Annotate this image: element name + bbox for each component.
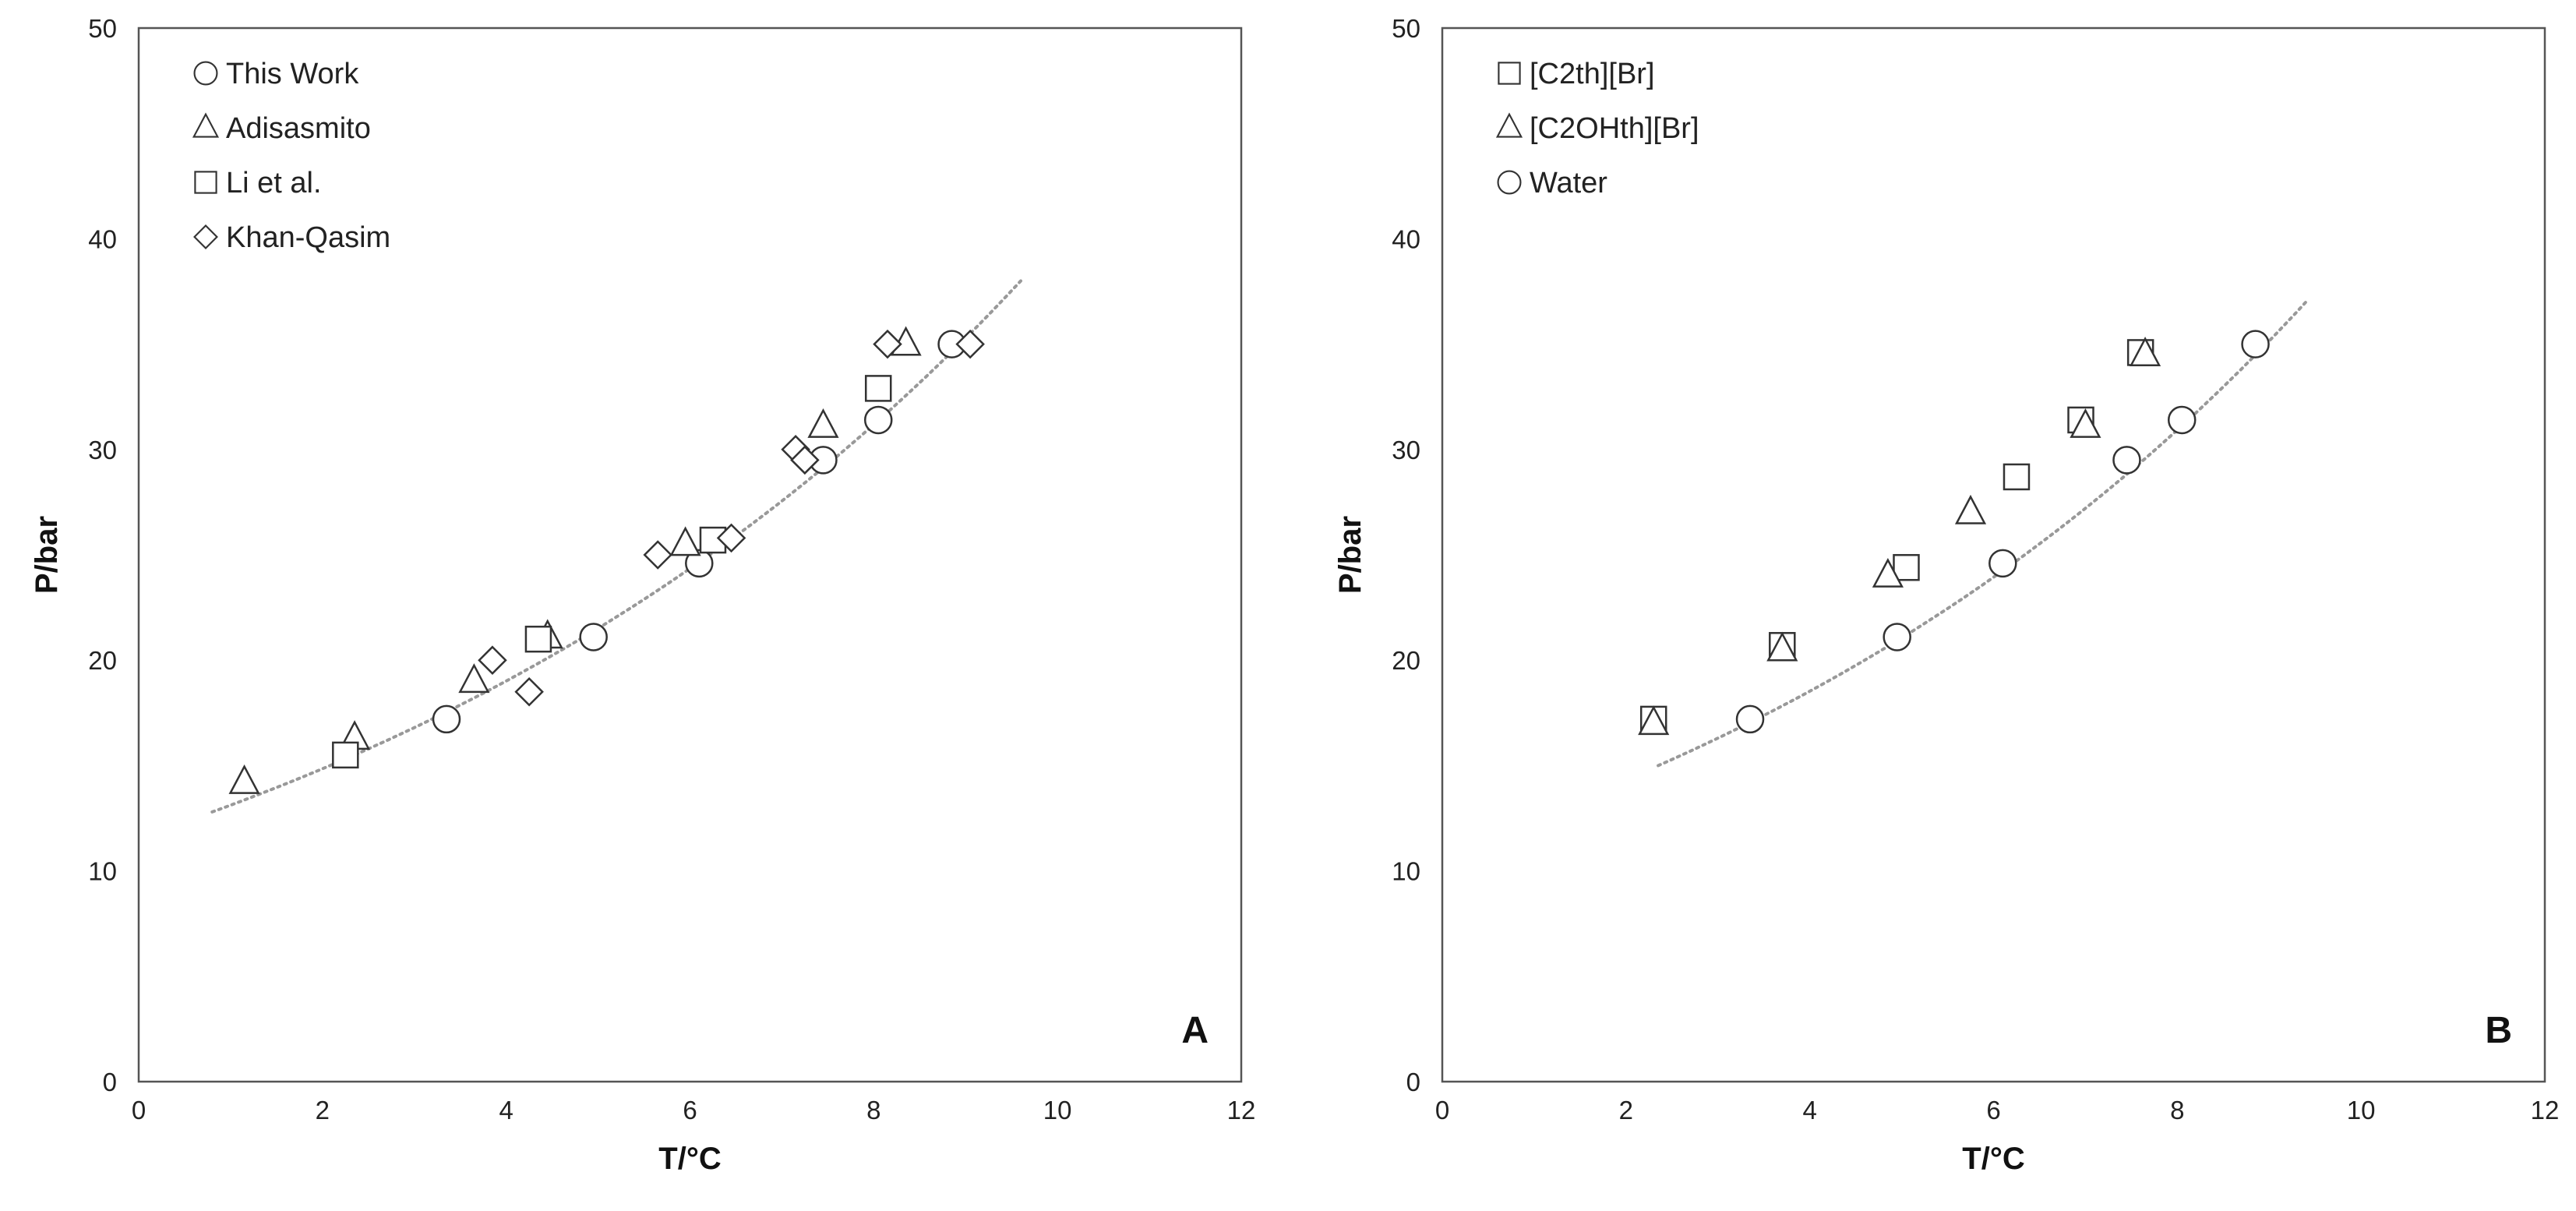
y-tick-label: 0	[103, 1068, 117, 1096]
plot-frame	[1441, 26, 2546, 1083]
data-point	[1638, 705, 1670, 736]
series-circle	[432, 330, 966, 734]
x-axis-title: T/°C	[658, 1142, 721, 1176]
data-point	[1872, 557, 1904, 588]
legend-marker	[193, 61, 218, 86]
data-point	[2070, 408, 2101, 438]
y-tick-label: 30	[1392, 436, 1420, 464]
legend-marker	[192, 112, 220, 138]
y-tick-label: 30	[88, 436, 117, 464]
data-point	[863, 405, 893, 435]
x-tick-label: 8	[2170, 1096, 2184, 1124]
trendline	[210, 279, 1022, 814]
x-tick-label: 0	[132, 1096, 146, 1124]
legend-label: Water	[1530, 167, 1607, 199]
data-point	[955, 329, 985, 359]
data-point	[669, 526, 701, 556]
legend-label: Khan-Qasim	[226, 221, 390, 254]
legend-marker	[1498, 62, 1521, 85]
plot-frame	[137, 26, 1243, 1083]
legend: [C2th][Br] [C2OHth][Br] Water	[1495, 58, 1699, 199]
y-tick-label: 40	[88, 224, 117, 253]
x-tick-label: 2	[316, 1096, 330, 1124]
x-tick-label: 4	[1802, 1096, 1816, 1124]
data-point	[685, 549, 714, 578]
legend-marker	[1497, 170, 1522, 195]
data-point	[524, 625, 552, 653]
chart-panel-a: 0 2 4 6 8 10 12 0 10 20 30 40 50 T/°C P/bar This Work Ad…	[30, 14, 1255, 1176]
series-circle	[1735, 330, 2270, 734]
x-tick-label: 6	[683, 1096, 697, 1124]
data-point	[873, 329, 902, 359]
data-point	[1893, 553, 1920, 581]
x-tick-label: 10	[1043, 1096, 1072, 1124]
legend-label: Adisasmito	[226, 112, 371, 145]
panel-label: B	[2485, 1010, 2512, 1051]
trendline	[1657, 300, 2308, 768]
series-triangle	[228, 326, 922, 794]
data-point	[458, 663, 490, 694]
data-point	[716, 523, 746, 553]
legend-marker	[193, 224, 218, 249]
data-point	[643, 540, 672, 570]
x-tick-label: 4	[499, 1096, 513, 1124]
x-tick-label: 8	[866, 1096, 880, 1124]
data-point	[2003, 463, 2031, 491]
data-point	[514, 676, 544, 707]
legend-label: [C2OHth][Br]	[1530, 112, 1699, 145]
data-point	[790, 445, 820, 475]
legend: This Work Adisasmito Li et al. Khan-Qasim	[192, 58, 390, 254]
series-triangle	[1638, 337, 2161, 736]
x-tick-label: 12	[2531, 1096, 2560, 1124]
y-axis-title: P/bar	[1333, 516, 1367, 594]
data-point	[2241, 330, 2270, 358]
x-tick-label: 0	[1435, 1096, 1449, 1124]
data-point	[432, 704, 461, 734]
legend-label: This Work	[226, 58, 359, 90]
y-tick-label: 50	[1392, 14, 1420, 43]
data-point	[807, 408, 839, 438]
data-point	[1766, 631, 1798, 662]
y-tick-label: 20	[1392, 646, 1420, 675]
data-point	[864, 375, 892, 402]
series-square	[1639, 339, 2154, 733]
x-tick-label: 2	[1619, 1096, 1633, 1124]
y-axis-title: P/bar	[30, 516, 64, 594]
data-point	[2167, 405, 2197, 435]
x-tick-label: 10	[2347, 1096, 2376, 1124]
data-point	[228, 764, 260, 794]
y-tick-label: 40	[1392, 224, 1420, 253]
data-point	[2129, 337, 2161, 366]
y-tick-label: 20	[88, 646, 117, 675]
data-point	[332, 741, 359, 769]
legend-label: Li et al.	[226, 167, 322, 199]
legend-label: [C2th][Br]	[1530, 58, 1655, 90]
data-point	[1988, 549, 2017, 578]
data-point	[1883, 623, 1911, 651]
legend-marker	[194, 171, 217, 194]
chart-panel-b: 0 2 4 6 8 10 1201020304050T/°CP/bar[C2th][Br][…	[1333, 14, 2559, 1176]
x-tick-label: 6	[1986, 1096, 2000, 1124]
y-tick-label: 0	[1406, 1068, 1420, 1096]
data-point	[1735, 704, 1765, 734]
data-point	[1954, 494, 1987, 524]
series-square	[332, 375, 892, 769]
y-tick-label: 10	[88, 857, 117, 886]
data-point	[579, 623, 608, 651]
data-point	[2112, 446, 2141, 475]
legend-marker	[1495, 112, 1523, 138]
data-point	[478, 645, 507, 675]
series-diamond	[478, 329, 985, 707]
x-tick-label: 12	[1227, 1096, 1256, 1124]
panel-label: A	[1181, 1010, 1209, 1051]
x-axis-title: T/°C	[1962, 1142, 2024, 1176]
y-tick-label: 10	[1392, 857, 1420, 886]
y-tick-label: 50	[88, 14, 117, 43]
